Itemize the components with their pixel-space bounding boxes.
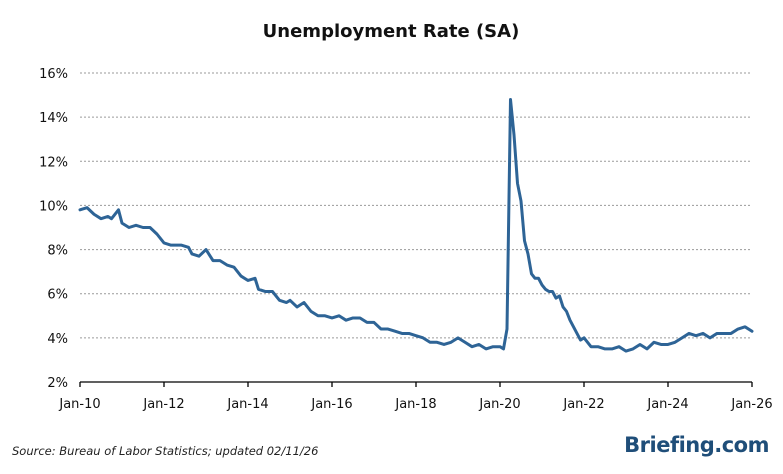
y-tick-label: 8% [47,244,68,259]
y-tick-label: 14% [39,111,68,126]
x-axis-ticks: Jan-10 Jan-12 Jan-14 Jan-16 Jan-18 Jan-20 Jan-… [58,382,773,412]
briefing-logo: Briefing.com [624,433,769,457]
x-tick-label: Jan-22 [562,397,604,412]
unemployment-rate-line [78,97,754,353]
y-tick-label: 4% [47,332,68,347]
y-tick-label: 12% [39,155,68,170]
y-axis-ticks: 2% 4% 6% 8% 10% 12% 14% 16% [39,67,68,391]
x-tick-label: Jan-10 [58,397,100,412]
y-tick-label: 6% [47,288,68,303]
x-tick-label: Jan-12 [142,397,184,412]
source-note: Source: Bureau of Labor Statistics; upda… [12,444,319,458]
y-tick-label: 10% [39,199,68,214]
x-tick-label: Jan-16 [310,397,352,412]
series-layer [78,97,754,353]
x-tick-label: Jan-26 [730,397,772,412]
y-tick-label: 2% [47,376,68,391]
x-tick-label: Jan-20 [478,397,520,412]
gridlines [80,72,752,339]
chart-title: Unemployment Rate (SA) [263,21,520,42]
y-tick-label: 16% [39,67,68,82]
x-tick-label: Jan-18 [394,397,436,412]
x-tick-label: Jan-24 [646,397,688,412]
x-tick-label: Jan-14 [226,397,268,412]
